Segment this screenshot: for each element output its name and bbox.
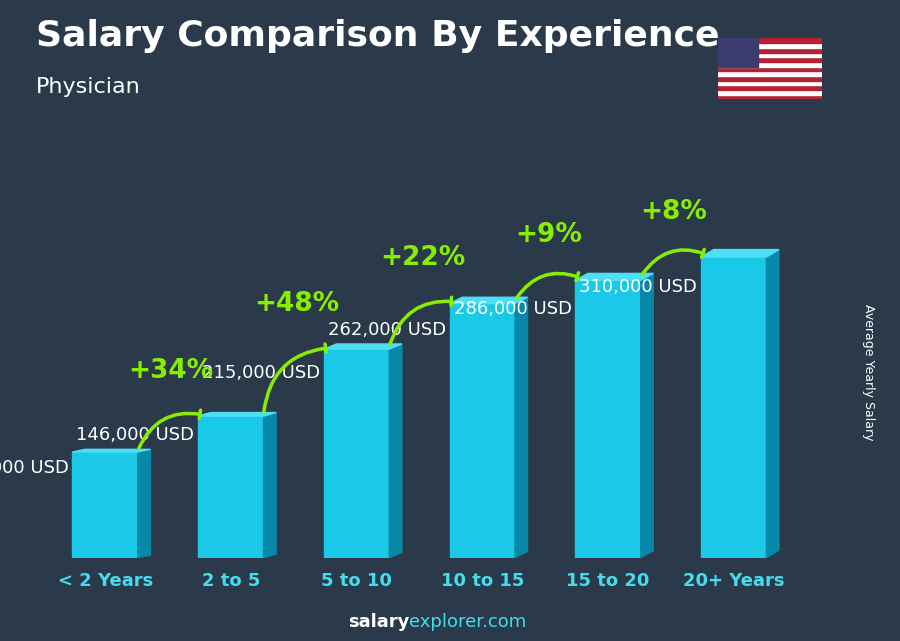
Text: 215,000 USD: 215,000 USD [202,364,320,382]
Polygon shape [701,249,779,257]
Bar [701,257,767,558]
Bar [718,67,822,71]
Polygon shape [198,413,276,416]
Bar [718,95,822,99]
Bar [198,416,264,558]
Text: 109,000 USD: 109,000 USD [0,460,68,478]
Text: +9%: +9% [515,222,581,248]
Text: +8%: +8% [641,199,707,225]
Text: 262,000 USD: 262,000 USD [328,321,446,339]
Bar [718,62,822,67]
Text: +34%: +34% [129,358,213,384]
Text: explorer.com: explorer.com [410,613,526,631]
Text: +48%: +48% [255,291,339,317]
Bar [718,57,822,62]
Bar [575,280,641,558]
Bar [73,452,138,558]
Bar [718,48,822,53]
Polygon shape [641,274,653,558]
Text: 310,000 USD: 310,000 USD [580,278,698,296]
Polygon shape [324,344,401,349]
Polygon shape [390,344,401,558]
Bar [718,90,822,95]
Text: 146,000 USD: 146,000 USD [76,426,194,444]
Bar [718,38,822,43]
Text: Salary Comparison By Experience: Salary Comparison By Experience [36,19,719,53]
Text: Physician: Physician [36,77,140,97]
Bar [718,85,822,90]
Text: 286,000 USD: 286,000 USD [454,300,572,318]
Bar [718,38,758,67]
Polygon shape [264,413,276,558]
Polygon shape [73,449,150,452]
Polygon shape [515,297,527,558]
Text: Average Yearly Salary: Average Yearly Salary [862,304,875,440]
Bar [718,43,822,48]
Bar [450,304,515,558]
Bar [718,71,822,76]
Polygon shape [767,249,779,558]
Bar [718,53,822,57]
Polygon shape [450,297,527,304]
Bar [324,349,390,558]
Bar [718,81,822,85]
Text: salary: salary [348,613,410,631]
Bar [718,76,822,81]
Text: +22%: +22% [380,246,465,271]
Polygon shape [575,274,653,280]
Polygon shape [138,449,150,558]
